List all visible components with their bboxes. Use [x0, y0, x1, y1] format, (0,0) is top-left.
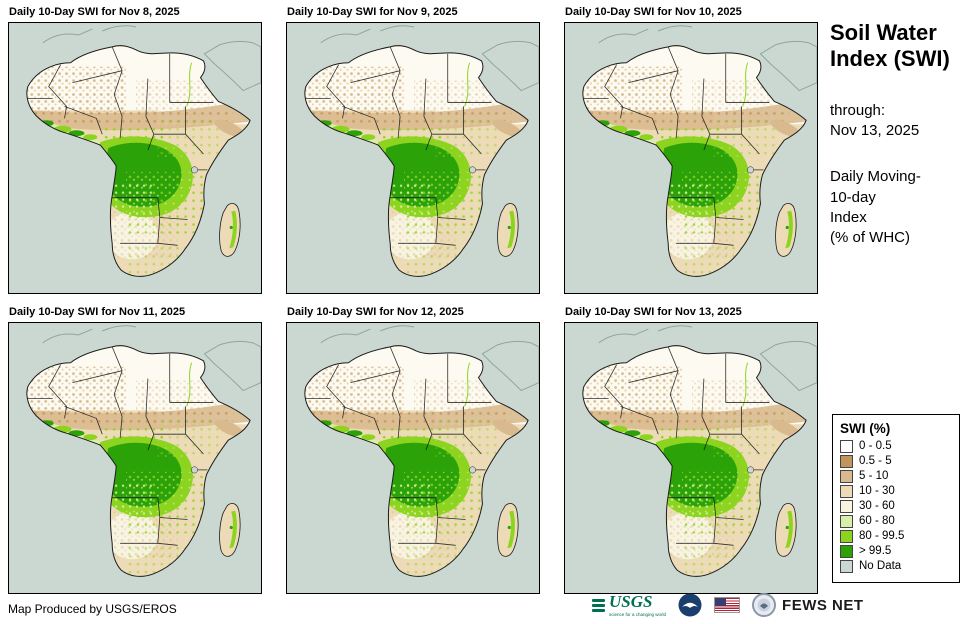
us-flag-icon — [714, 597, 741, 613]
map-panel-nov8: Daily 10-Day SWI for Nov 8, 2025 — [8, 6, 262, 294]
through-date-block: through: Nov 13, 2025 — [830, 101, 964, 142]
africa-map-image — [287, 23, 539, 293]
legend-label: 0.5 - 5 — [859, 455, 892, 467]
map-panel-title: Daily 10-Day SWI for Nov 10, 2025 — [565, 6, 742, 18]
africa-map-image — [9, 23, 261, 293]
africa-swi-map — [8, 22, 262, 294]
legend-swatch — [840, 440, 853, 453]
africa-swi-map — [286, 322, 540, 594]
legend-row: 30 - 60 — [840, 500, 952, 513]
africa-swi-map — [286, 22, 540, 294]
legend-row: > 99.5 — [840, 545, 952, 558]
swi-legend: SWI (%) 0 - 0.5 0.5 - 5 5 - 10 10 - 30 3… — [832, 414, 960, 583]
desc-line: (% of WHC) — [830, 229, 910, 247]
africa-swi-map — [8, 322, 262, 594]
legend-row: 0 - 0.5 — [840, 440, 952, 453]
legend-label: 10 - 30 — [859, 485, 895, 497]
legend-label: 5 - 10 — [859, 470, 889, 482]
map-panel-nov9: Daily 10-Day SWI for Nov 9, 2025 — [286, 6, 540, 294]
legend-swatch — [840, 455, 853, 468]
map-panel-nov12: Daily 10-Day SWI for Nov 12, 2025 — [286, 306, 540, 594]
legend-swatch — [840, 485, 853, 498]
africa-swi-map — [564, 22, 818, 294]
legend-row: 0.5 - 5 — [840, 455, 952, 468]
legend-row: 10 - 30 — [840, 485, 952, 498]
through-label: through: — [830, 101, 886, 119]
legend-row: 60 - 80 — [840, 515, 952, 528]
map-credit: Map Produced by USGS/EROS — [8, 602, 177, 616]
map-grid: Daily 10-Day SWI for Nov 8, 2025 Daily 1… — [8, 6, 818, 594]
legend-label: > 99.5 — [859, 545, 892, 557]
legend-label: 60 - 80 — [859, 515, 895, 527]
africa-map-image — [565, 23, 817, 293]
legend-label: No Data — [859, 560, 902, 572]
map-panel-title: Daily 10-Day SWI for Nov 8, 2025 — [9, 6, 180, 18]
legend-row: 80 - 99.5 — [840, 530, 952, 543]
africa-swi-map — [564, 322, 818, 594]
map-panel-title: Daily 10-Day SWI for Nov 13, 2025 — [565, 306, 742, 318]
map-panel-nov10: Daily 10-Day SWI for Nov 10, 2025 — [564, 6, 818, 294]
through-date: Nov 13, 2025 — [830, 122, 920, 140]
legend-label: 80 - 99.5 — [859, 530, 905, 542]
fewsnet-logo: FEWS NET — [752, 593, 864, 617]
desc-line: Index — [830, 208, 867, 226]
map-panel-nov11: Daily 10-Day SWI for Nov 11, 2025 — [8, 306, 262, 594]
legend-row: 5 - 10 — [840, 470, 952, 483]
usgs-tagline: science for a changing world — [609, 611, 667, 617]
index-description: Daily Moving- 10-day Index (% of WHC) — [830, 167, 964, 248]
map-panel-title: Daily 10-Day SWI for Nov 11, 2025 — [9, 306, 186, 318]
info-sidebar: Soil Water Index (SWI) through: Nov 13, … — [830, 20, 964, 248]
legend-label: 30 - 60 — [859, 500, 895, 512]
legend-swatch — [840, 515, 853, 528]
africa-map-image — [9, 323, 261, 593]
usgs-wave-icon — [592, 598, 605, 612]
page-title: Soil Water Index (SWI) — [830, 20, 950, 72]
legend-row: No Data — [840, 560, 952, 573]
legend-swatch — [840, 500, 853, 513]
map-panel-nov13: Daily 10-Day SWI for Nov 13, 2025 — [564, 306, 818, 594]
map-panel-title: Daily 10-Day SWI for Nov 12, 2025 — [287, 306, 464, 318]
usgs-logo-text: USGS — [609, 591, 653, 611]
fewsnet-logo-text: FEWS NET — [782, 596, 864, 614]
desc-line: 10-day — [830, 188, 876, 206]
legend-title: SWI (%) — [840, 421, 891, 436]
desc-line: Daily Moving- — [830, 168, 921, 186]
us-seal-icon — [752, 593, 777, 617]
legend-swatch — [840, 530, 853, 543]
legend-label: 0 - 0.5 — [859, 440, 892, 452]
legend-swatch — [840, 560, 853, 573]
map-panel-title: Daily 10-Day SWI for Nov 9, 2025 — [287, 6, 458, 18]
usgs-logo: USGS science for a changing world — [592, 591, 667, 617]
legend-swatch — [840, 470, 853, 483]
africa-map-image — [287, 323, 539, 593]
noaa-logo-icon — [678, 593, 702, 617]
africa-map-image — [565, 323, 817, 593]
footer-logos: USGS science for a changing world FEWS N… — [592, 590, 864, 620]
legend-swatch — [840, 545, 853, 558]
